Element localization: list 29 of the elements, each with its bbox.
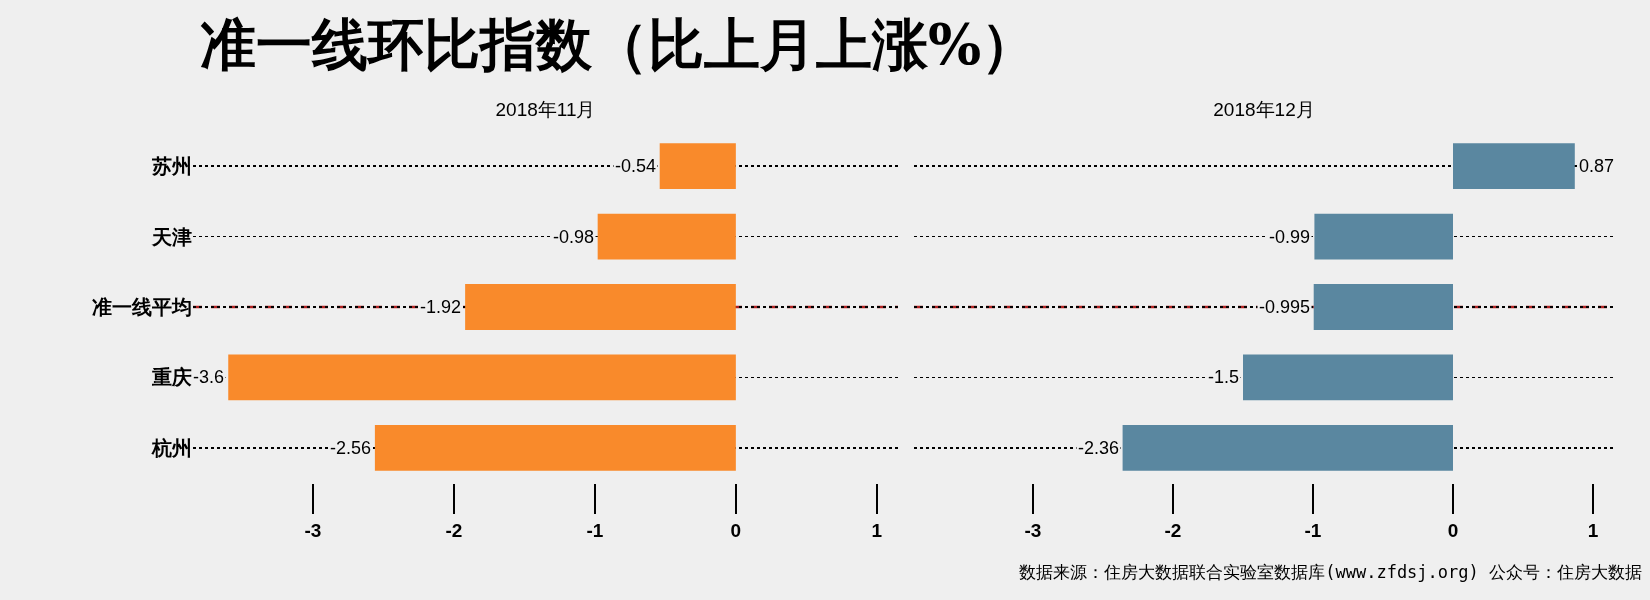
y-tick-label: 杭州 [151, 435, 192, 460]
x-tick-label: -2 [445, 519, 463, 541]
x-tick-label: 1 [1587, 519, 1599, 541]
y-tick-label: 天津 [151, 224, 192, 249]
data-label: -3.6 [193, 367, 225, 387]
data-label: -0.98 [553, 227, 595, 247]
data-label: -0.995 [1259, 297, 1311, 317]
x-tick-label: -1 [1304, 519, 1322, 541]
y-tick-label: 苏州 [151, 154, 192, 179]
data-label: 0.87 [1579, 156, 1615, 176]
chart-title: 准一线环比指数（比上月上涨%） [200, 10, 1038, 79]
chart-subtitle: 2018年11月 [495, 99, 596, 121]
x-tick-label: 0 [1447, 519, 1459, 541]
data-label: -0.54 [615, 156, 657, 176]
data-label: -1.92 [420, 297, 462, 317]
x-tick-label: -2 [1164, 519, 1182, 541]
source-note: 数据来源：住房大数据联合实验室数据库(www.zfdsj.org) 公众号：住房大数据 [1019, 561, 1642, 584]
data-label: -0.99 [1269, 227, 1311, 247]
x-tick-label: -3 [1024, 519, 1042, 541]
x-tick-label: -1 [586, 519, 604, 541]
x-tick-label: 0 [730, 519, 742, 541]
x-tick-label: 1 [871, 519, 883, 541]
x-tick-label: -3 [304, 519, 322, 541]
chart-subtitle: 2018年12月 [1213, 99, 1315, 121]
data-label: -2.36 [1078, 438, 1120, 458]
data-label: -1.5 [1208, 367, 1240, 387]
y-tick-label: 准一线平均 [92, 295, 192, 319]
y-tick-label: 重庆 [151, 365, 192, 390]
data-label: -2.56 [330, 438, 372, 458]
